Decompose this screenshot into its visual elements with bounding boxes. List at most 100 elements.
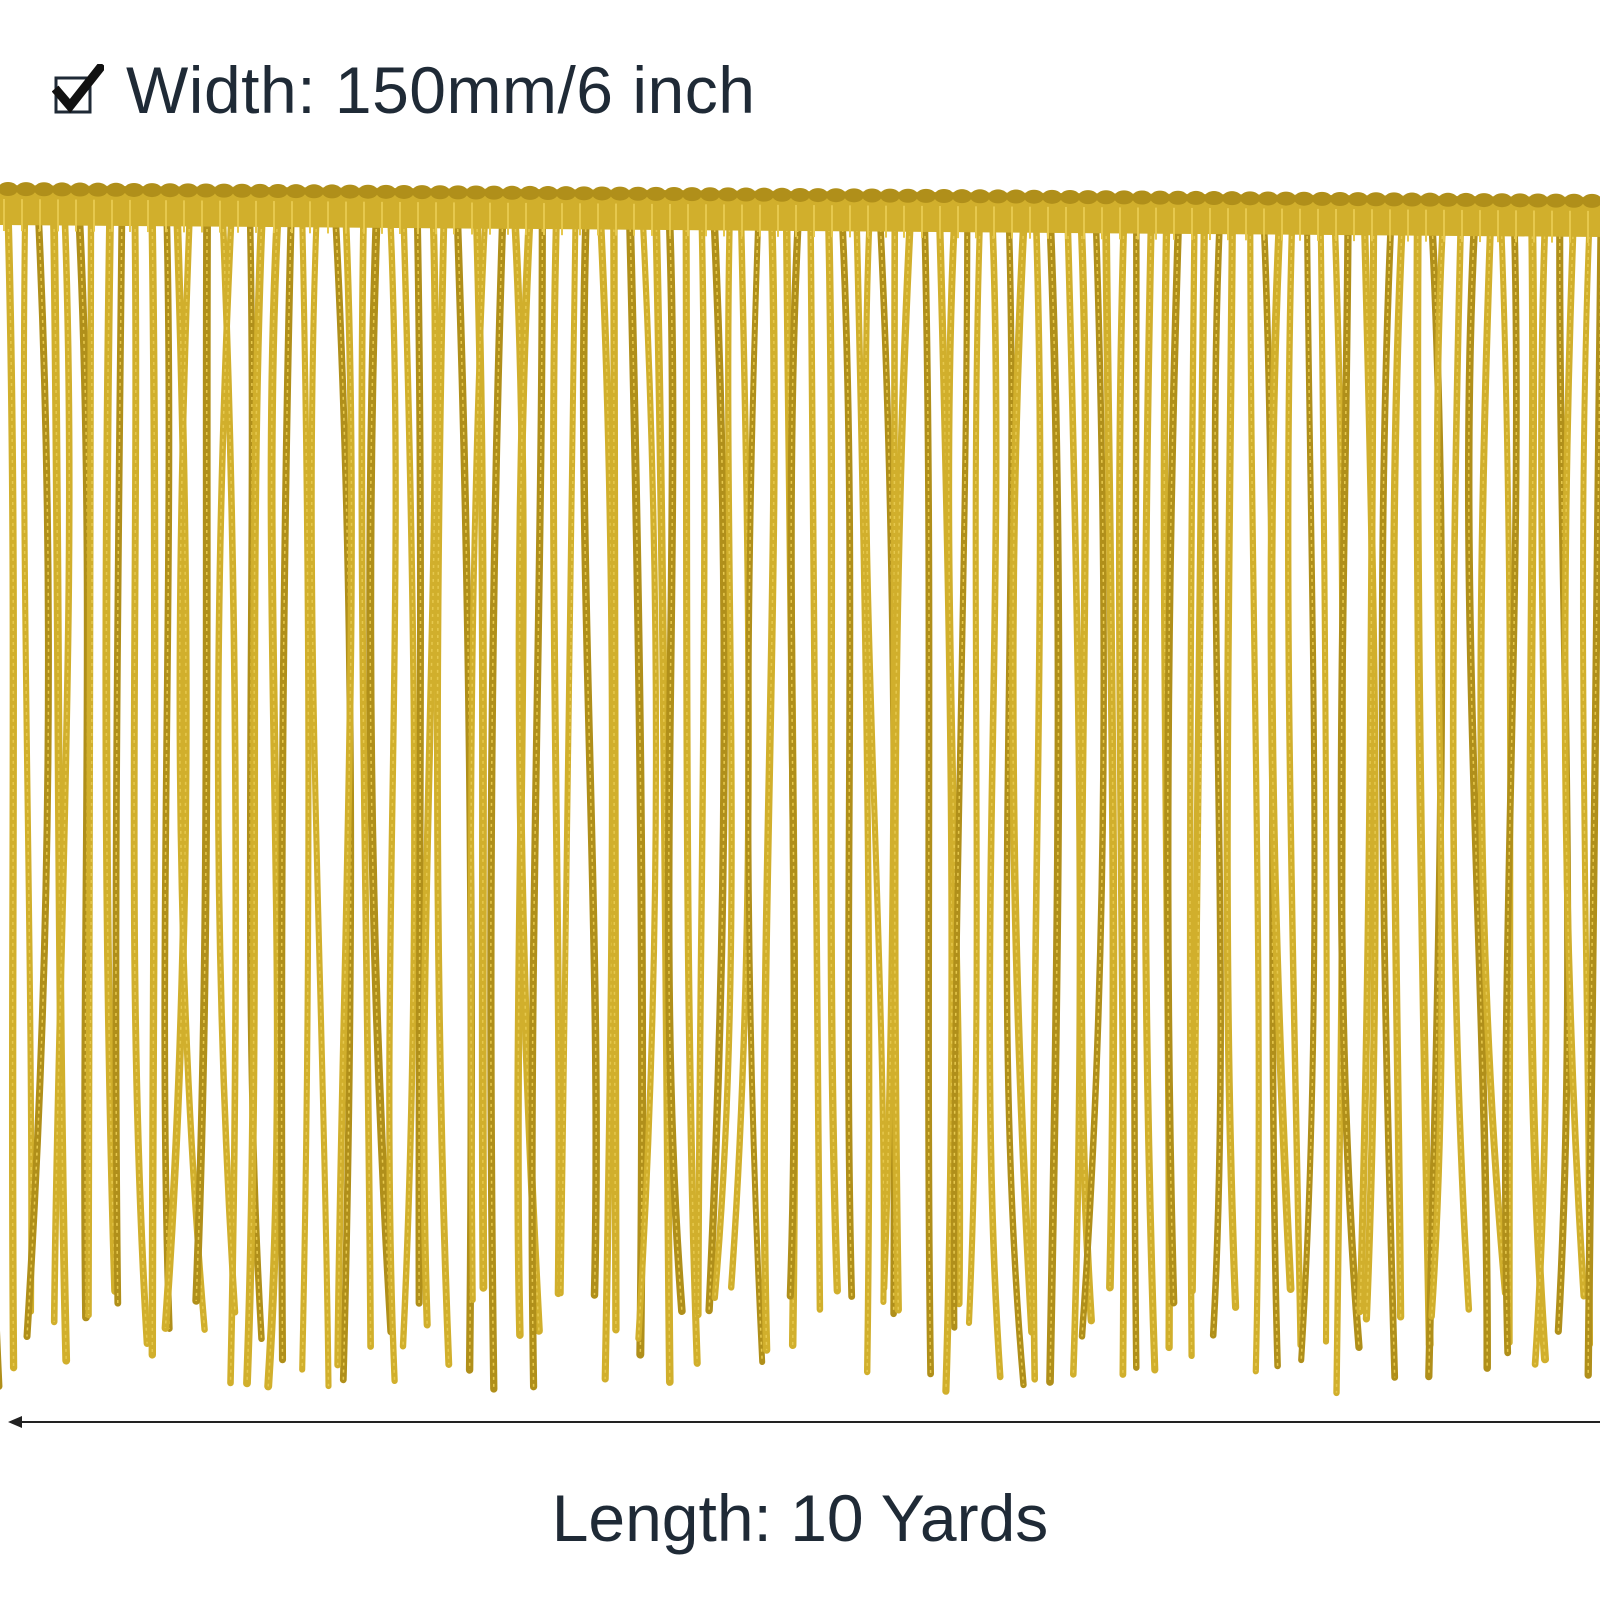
band-stitch (1348, 192, 1368, 207)
fringe-strand-highlight (789, 214, 800, 1297)
fringe-strand-highlight (402, 214, 416, 1347)
band-stitch (250, 183, 270, 198)
fringe-strand-highlight (582, 214, 597, 1296)
band-stitch (808, 188, 828, 203)
fringe-strand-highlight (1564, 214, 1585, 1297)
fringe-strand-highlight (1105, 214, 1115, 1288)
band-stitch (664, 186, 684, 201)
fringe-strand-highlight (1081, 214, 1105, 1337)
band-stitch (952, 189, 972, 204)
band-stitch (574, 186, 594, 201)
fringe-strand (1531, 211, 1550, 1368)
band-stitch (826, 188, 846, 203)
fringe-strand-highlight (1300, 214, 1316, 1361)
fringe-strand-highlight (1032, 214, 1041, 1380)
band-stitch (178, 183, 198, 198)
band-stitch (1024, 189, 1044, 204)
fringe-strand (487, 211, 507, 1393)
fringe-strand-highlight (1191, 214, 1206, 1291)
band-stitch (340, 184, 360, 199)
band-stitch (430, 185, 450, 200)
band-stitch (1186, 190, 1206, 205)
fringe-strand-highlight (1080, 214, 1093, 1321)
band-stitch (88, 182, 108, 197)
fringe-strand-highlight (1249, 214, 1260, 1372)
fringe-strand-highlight (267, 214, 279, 1387)
band-stitch (592, 186, 612, 201)
fringe-strand (277, 211, 295, 1364)
fringe-strand (1030, 211, 1044, 1383)
band-stitch (1042, 189, 1062, 204)
fringe-strand (433, 211, 453, 1368)
band-stitch (484, 185, 504, 200)
fringe-strand-highlight (1529, 214, 1546, 1360)
fringe-strand-highlight (416, 214, 422, 1304)
band-stitch (1330, 191, 1350, 206)
fringe-strand-highlight (1212, 214, 1222, 1336)
fringe-strand-highlight (894, 214, 912, 1310)
band-stitch (556, 186, 576, 201)
fringe-strand (1064, 211, 1084, 1378)
band-stitch (214, 183, 234, 198)
band-stitch (754, 187, 774, 202)
fringe-strand (1389, 211, 1407, 1321)
band-stitch (1456, 192, 1476, 207)
fringe-strand-highlight (53, 214, 71, 1322)
fringe-strand-highlight (334, 214, 352, 1380)
fringe-strand (1284, 211, 1304, 1349)
fringe-strand-highlight (133, 214, 148, 1344)
fringe-header-band (0, 182, 1600, 243)
band-stitch (160, 183, 180, 198)
length-label: Length: 10 Yards (551, 1481, 1049, 1555)
band-stitch (970, 189, 990, 204)
band-stitch (988, 189, 1008, 204)
band-stitch (1492, 193, 1512, 208)
fringe-strand-highlight (1452, 214, 1470, 1310)
fringe-strands (0, 211, 1600, 1397)
band-stitch (124, 182, 144, 197)
fringe-strand (1317, 211, 1330, 1345)
fringe-strand-highlight (947, 214, 961, 1304)
fringe-strand-highlight (968, 214, 981, 1323)
fringe-strand (1584, 211, 1600, 1379)
fringe-strand-highlight (53, 214, 67, 1361)
band-stitch (1078, 190, 1098, 205)
fringe-strand-highlight (1006, 214, 1025, 1385)
fringe-strand-highlight (1333, 214, 1344, 1393)
fringe-strand-highlight (301, 214, 310, 1370)
band-stitch (934, 189, 954, 204)
fringe-strand-highlight (988, 214, 1001, 1377)
fringe-strand-highlight (1504, 214, 1518, 1353)
fringe-strand-highlight (1118, 214, 1125, 1375)
fringe-strand (1009, 211, 1036, 1336)
fringe-strand-highlight (1270, 214, 1292, 1290)
fringe-strand-highlight (1049, 214, 1060, 1383)
band-stitch (448, 185, 468, 200)
length-arrow (8, 1416, 1600, 1428)
band-stitch (1114, 190, 1134, 205)
band-stitch (700, 187, 720, 202)
fringe-strand-highlight (685, 214, 698, 1364)
fringe-strand (1223, 211, 1240, 1311)
band-stitch (232, 183, 252, 198)
width-spec: Width: 150mm/6 inch (52, 50, 755, 130)
band-stitch (538, 186, 558, 201)
fringe-strand (695, 211, 708, 1318)
band-stitch (628, 186, 648, 201)
fringe-strand-highlight (809, 214, 821, 1310)
fringe-strand (334, 211, 355, 1369)
band-stitch (1204, 191, 1224, 206)
width-label: Width: 150mm/6 inch (126, 53, 756, 127)
band-stitch (862, 188, 882, 203)
fringe-strand-highlight (841, 214, 853, 1297)
fringe-strand-highlight (490, 214, 504, 1390)
fringe-strand-highlight (1480, 214, 1507, 1294)
fringe-strand-highlight (115, 214, 123, 1304)
band-stitch (322, 184, 342, 199)
band-stitch (898, 188, 918, 203)
fringe-strand-highlight (531, 214, 544, 1387)
band-stitch (1546, 193, 1566, 208)
fringe-strand (1337, 211, 1363, 1352)
band-stitch (772, 187, 792, 202)
fringe-strand (760, 211, 778, 1354)
